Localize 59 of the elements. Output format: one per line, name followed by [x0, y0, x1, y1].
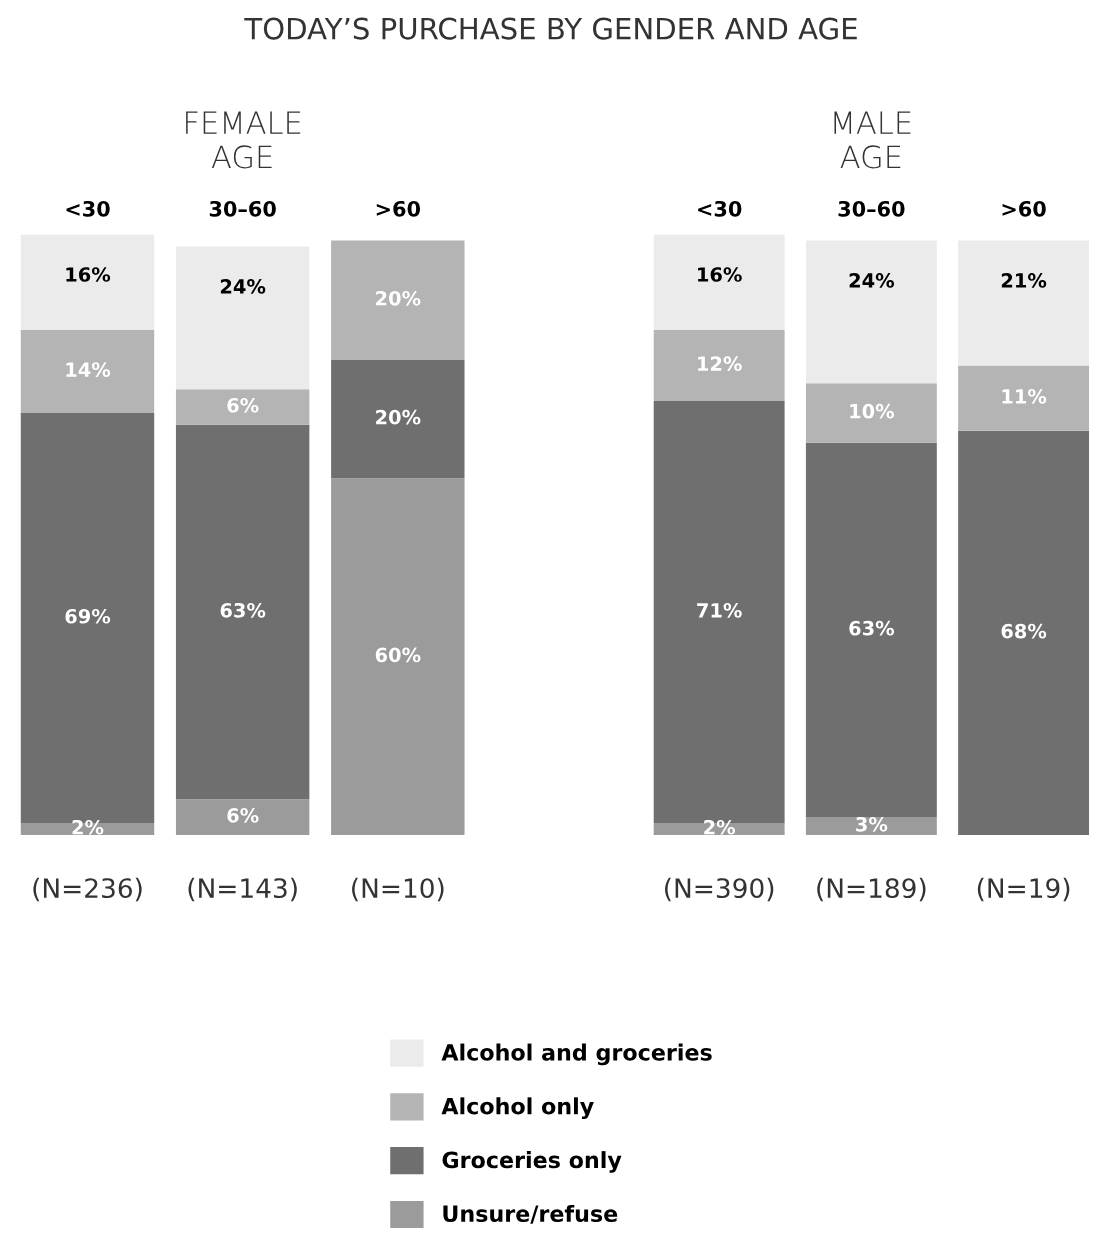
- text: (N=236): [33, 877, 142, 902]
- data-label: 20%: [376, 409, 421, 425]
- bar: [653, 329, 785, 402]
- x-tick-label: <30: [66, 200, 110, 217]
- x-tick-label: >60: [1002, 200, 1046, 217]
- data-label: 6%: [227, 397, 259, 413]
- bar: [958, 430, 1090, 835]
- data-label: 14%: [66, 362, 111, 377]
- x-tick-label: 30–60: [209, 200, 276, 217]
- bar: [20, 234, 155, 330]
- chart-subtitle: FEMALE AGE: [186, 111, 301, 169]
- bar: [805, 240, 937, 384]
- data-label: 24%: [220, 279, 266, 294]
- text: (N=390): [665, 877, 774, 902]
- bar: [653, 234, 785, 330]
- data-label: 16%: [66, 267, 111, 282]
- data-label: 24%: [849, 273, 895, 288]
- legend-label: Groceries only: [442, 1151, 622, 1173]
- bar: [958, 365, 1090, 431]
- data-label: 11%: [1002, 389, 1047, 404]
- data-label: 2%: [704, 819, 736, 835]
- text: (N=19): [977, 877, 1070, 902]
- data-label: 6%: [227, 808, 259, 823]
- text: (N=143): [188, 877, 297, 902]
- bar: [175, 246, 310, 390]
- data-label: 21%: [1001, 273, 1047, 288]
- data-label: 71%: [697, 602, 742, 618]
- data-label: 3%: [856, 816, 888, 832]
- bar: [331, 359, 465, 479]
- legend-label: Unsure/refuse: [443, 1204, 618, 1224]
- data-label: 63%: [849, 620, 895, 636]
- bar: [331, 240, 465, 360]
- data-label: 68%: [1001, 623, 1047, 639]
- bar: [175, 424, 310, 800]
- bar: [175, 799, 310, 835]
- data-label: 16%: [698, 267, 742, 282]
- bar: [805, 383, 937, 443]
- bar: [958, 240, 1090, 366]
- bar: [805, 817, 937, 835]
- bar: [331, 478, 465, 835]
- data-label: 63%: [220, 602, 266, 618]
- data-label: 20%: [376, 290, 421, 306]
- legend-label: Alcohol only: [441, 1097, 594, 1120]
- data-label: 60%: [375, 647, 421, 663]
- bar: [20, 329, 155, 413]
- legend-label: Alcohol and groceries: [441, 1043, 712, 1066]
- data-label: 69%: [65, 608, 111, 624]
- data-label: 12%: [698, 356, 742, 372]
- x-tick-label: 30–60: [838, 200, 905, 217]
- data-label: 10%: [850, 403, 895, 419]
- data-label: 2%: [72, 819, 104, 835]
- x-tick-label: <30: [698, 200, 742, 217]
- text: (N=10): [352, 877, 444, 902]
- x-tick-label: >60: [376, 200, 421, 217]
- bar: [175, 389, 310, 425]
- bar: [805, 442, 937, 818]
- chart-subtitle: MALE AGE: [834, 111, 911, 169]
- text: (N=189): [817, 877, 926, 902]
- text: TODAY’S PURCHASE BY GENDER AND AGE: [244, 17, 857, 40]
